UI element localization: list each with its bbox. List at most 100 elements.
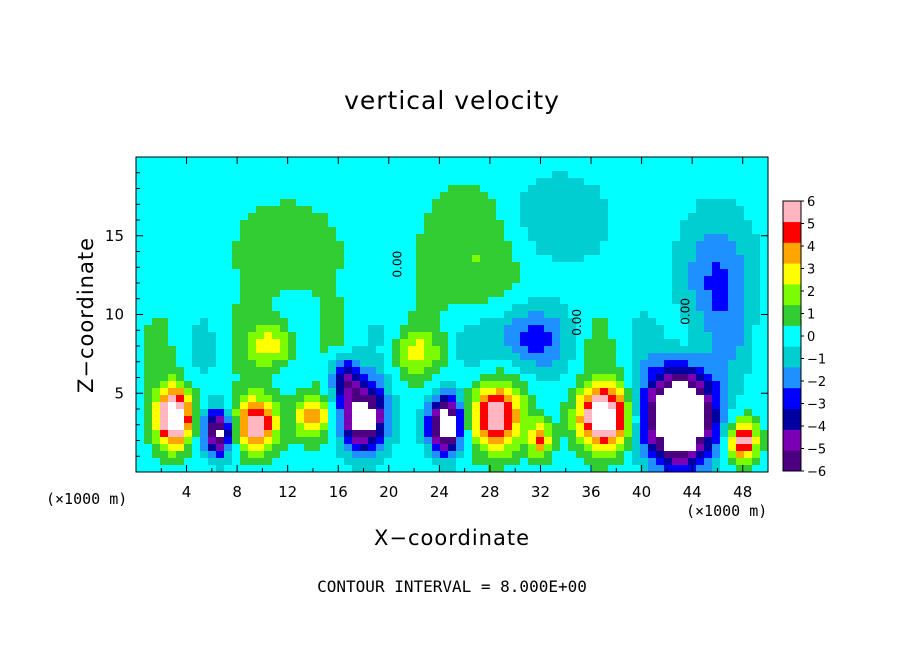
heatmap-cell [648,192,657,200]
heatmap-cell [160,318,169,326]
heatmap-cell [184,388,193,396]
heatmap-cell [520,451,529,459]
heatmap-cell [680,185,689,193]
heatmap-cell [664,234,673,242]
heatmap-cell [488,164,497,172]
heatmap-cell [416,332,425,340]
heatmap-cell [168,388,177,396]
heatmap-cell [408,206,417,214]
heatmap-cell [632,304,641,312]
heatmap-cell [720,255,729,263]
heatmap-cell [208,171,217,179]
heatmap-cell [312,458,321,466]
heatmap-cell [760,388,769,396]
colorbar-label: 2 [807,285,815,300]
heatmap-cell [384,297,393,305]
heatmap-cell [728,164,737,172]
heatmap-cell [736,430,745,438]
heatmap-cell [688,234,697,242]
heatmap-cell [248,458,257,466]
heatmap-cell [280,178,289,186]
heatmap-cell [328,283,337,291]
heatmap-cell [312,269,321,277]
heatmap-cell [448,346,457,354]
heatmap-cell [600,220,609,228]
heatmap-cell [256,437,265,445]
heatmap-cell [504,262,513,270]
heatmap-cell [432,269,441,277]
heatmap-cell [528,255,537,263]
heatmap-cell [568,304,577,312]
heatmap-cell [224,227,233,235]
heatmap-cell [624,437,633,445]
heatmap-cell [136,248,145,256]
heatmap-cell [456,437,465,445]
heatmap-cell [320,416,329,424]
heatmap-cell [464,458,473,466]
heatmap-cell [464,248,473,256]
heatmap-cell [392,192,401,200]
heatmap-cell [608,423,617,431]
heatmap-cell [720,206,729,214]
heatmap-cell [200,430,209,438]
heatmap-cell [272,283,281,291]
heatmap-cell [360,332,369,340]
heatmap-cell [608,437,617,445]
heatmap-cell [152,206,161,214]
heatmap-cell [696,199,705,207]
heatmap-cell [464,283,473,291]
heatmap-cell [352,325,361,333]
heatmap-cell [616,255,625,263]
heatmap-cell [296,234,305,242]
heatmap-cell [400,241,409,249]
heatmap-cell [424,220,433,228]
heatmap-cell [600,437,609,445]
heatmap-cell [280,423,289,431]
heatmap-cell [568,430,577,438]
x-tick-label: 16 [329,483,348,501]
heatmap-cell [152,388,161,396]
heatmap-cell [760,437,769,445]
heatmap-cell [288,157,297,165]
heatmap-cell [552,360,561,368]
heatmap-cell [208,332,217,340]
heatmap-cell [584,353,593,361]
heatmap-cell [320,206,329,214]
heatmap-cell [568,360,577,368]
heatmap-cell [240,458,249,466]
heatmap-cell [456,339,465,347]
heatmap-cell [664,395,673,403]
heatmap-cell [488,360,497,368]
heatmap-cell [656,451,665,459]
heatmap-cell [424,402,433,410]
heatmap-cell [472,409,481,417]
heatmap-cell [728,297,737,305]
heatmap-cell [424,395,433,403]
heatmap-cell [424,346,433,354]
heatmap-cell [496,458,505,466]
heatmap-cell [336,213,345,221]
heatmap-cell [152,234,161,242]
heatmap-cell [720,171,729,179]
heatmap-cell [448,381,457,389]
heatmap-cell [360,381,369,389]
heatmap-cell [168,206,177,214]
heatmap-cell [392,458,401,466]
heatmap-cell [720,304,729,312]
heatmap-cell [648,430,657,438]
heatmap-cell [440,409,449,417]
heatmap-cell [704,339,713,347]
heatmap-cell [688,346,697,354]
heatmap-cell [552,185,561,193]
heatmap-cell [488,423,497,431]
heatmap-cell [656,465,665,473]
heatmap-cell [568,185,577,193]
heatmap-cell [440,444,449,452]
heatmap-cell [488,318,497,326]
heatmap-cell [336,367,345,375]
heatmap-cell [424,374,433,382]
heatmap-cell [472,157,481,165]
heatmap-cell [160,283,169,291]
heatmap-cell [400,409,409,417]
heatmap-cell [472,360,481,368]
